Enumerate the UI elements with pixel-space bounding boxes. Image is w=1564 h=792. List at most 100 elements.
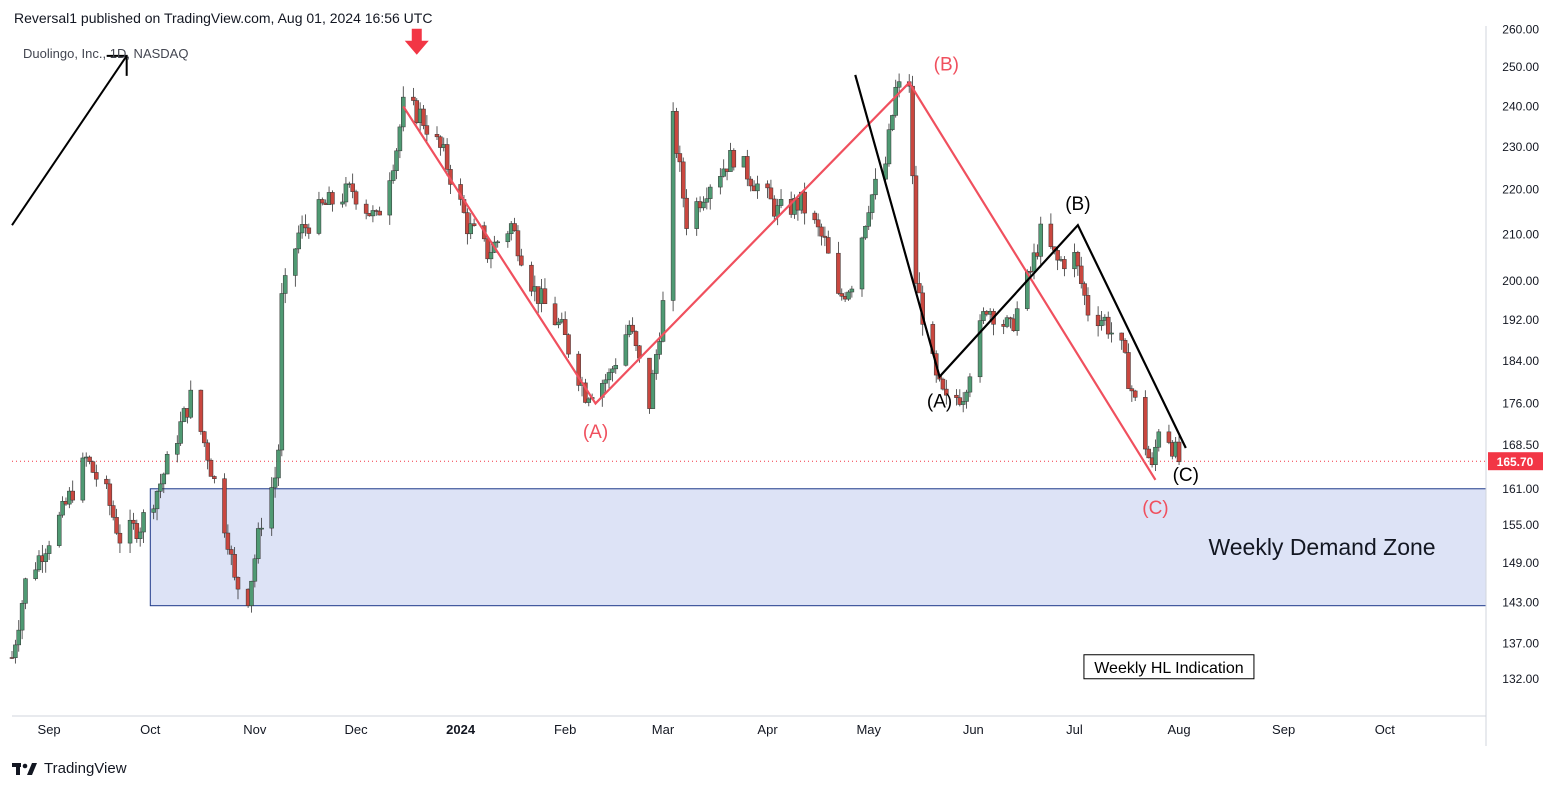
candle-body-down xyxy=(680,161,686,199)
candle xyxy=(566,333,571,358)
price-tick-label: 210.00 xyxy=(1502,227,1539,241)
candle xyxy=(704,187,710,210)
candle-body-up xyxy=(660,300,666,342)
candle-body-up xyxy=(80,457,86,501)
candle xyxy=(542,278,548,305)
candle xyxy=(1085,287,1091,322)
candle-body-up xyxy=(255,528,261,560)
candle-body-up xyxy=(1153,446,1158,465)
price-tick-label: 143.00 xyxy=(1502,595,1539,609)
candle-body-down xyxy=(330,192,335,205)
candle xyxy=(316,191,322,236)
drawings-layer: (A) (B) (C) (A) (B) (C) Weekly HL Indication xyxy=(11,28,1255,680)
candle-body-down xyxy=(225,532,231,550)
price-tick-label: 240.00 xyxy=(1502,99,1539,113)
candle-body-down xyxy=(822,235,828,238)
candle xyxy=(70,480,75,503)
candle-body-up xyxy=(60,501,65,516)
candle-body-down xyxy=(745,156,750,180)
candle xyxy=(397,124,403,159)
candle-body-down xyxy=(815,219,821,228)
price-tick-label: 149.00 xyxy=(1502,556,1539,570)
candle-body-down xyxy=(198,389,204,432)
candle xyxy=(23,577,28,610)
candle xyxy=(1153,439,1158,471)
time-tick-label: Dec xyxy=(344,722,368,737)
candle xyxy=(340,193,345,208)
time-tick-label: Feb xyxy=(554,722,576,737)
candle-body-down xyxy=(411,96,416,101)
candle-body-down xyxy=(515,230,521,257)
candle-body-down xyxy=(94,472,99,480)
candle-body-down xyxy=(235,577,241,590)
candle xyxy=(465,208,470,245)
candle xyxy=(1105,311,1111,339)
candle xyxy=(158,473,163,499)
candle-body-down xyxy=(913,175,919,284)
candle-body-up xyxy=(13,644,18,658)
candle xyxy=(330,190,335,212)
candle-body-up xyxy=(967,376,973,393)
candle xyxy=(421,104,426,130)
candle xyxy=(650,369,656,409)
candle-body-up xyxy=(650,373,656,409)
candle-body-down xyxy=(205,442,210,461)
candle xyxy=(60,496,65,518)
candle-body-up xyxy=(394,150,399,171)
candle-body-down xyxy=(485,238,490,260)
candle xyxy=(178,411,183,446)
candle xyxy=(438,135,443,156)
candle xyxy=(269,477,274,536)
candle xyxy=(1176,433,1182,465)
candle xyxy=(653,349,659,380)
candle-body-up xyxy=(883,163,888,180)
candle-body-up xyxy=(296,232,301,250)
candle-body-down xyxy=(131,519,136,524)
candle-body-up xyxy=(249,580,254,606)
candle xyxy=(630,317,635,334)
candle xyxy=(228,545,234,566)
candle-body-down xyxy=(826,237,831,254)
demand-zone-layer: Weekly Demand Zone xyxy=(12,460,1487,607)
candle xyxy=(198,389,204,435)
candle-body-up xyxy=(340,201,345,205)
candle-body-up xyxy=(981,311,986,321)
candle xyxy=(87,455,92,465)
candle-body-up xyxy=(19,603,25,631)
candle xyxy=(940,377,946,391)
candle xyxy=(552,296,558,326)
candle xyxy=(863,225,868,240)
candle xyxy=(117,524,123,554)
candle xyxy=(873,168,878,200)
candle xyxy=(1156,429,1162,452)
candle xyxy=(424,115,430,142)
candle xyxy=(515,225,521,262)
candle xyxy=(296,225,301,254)
candle-body-down xyxy=(1028,270,1033,273)
candle xyxy=(822,226,828,247)
candle-body-down xyxy=(630,324,635,332)
time-tick-label: Nov xyxy=(243,722,267,737)
candle xyxy=(137,527,143,547)
candle xyxy=(1062,256,1067,277)
candle-body-up xyxy=(960,401,966,405)
candle-body-down xyxy=(1119,332,1124,341)
candle xyxy=(748,176,753,192)
candle xyxy=(556,317,561,329)
candle-body-down xyxy=(512,223,517,231)
candle xyxy=(883,156,888,181)
black-wave-label: (A) xyxy=(927,392,952,413)
candle-body-down xyxy=(1075,252,1081,267)
candle-body-down xyxy=(9,657,15,659)
candle-body-up xyxy=(252,558,258,582)
candle-body-up xyxy=(694,201,699,229)
candle xyxy=(1132,389,1138,401)
price-tick-label: 184.00 xyxy=(1502,354,1539,368)
price-tick-label: 176.00 xyxy=(1502,396,1539,410)
candle xyxy=(836,241,841,295)
candle-body-up xyxy=(1099,320,1104,327)
black-wave-label: (C) xyxy=(1173,465,1199,486)
candle xyxy=(519,248,524,267)
candle xyxy=(471,218,477,227)
